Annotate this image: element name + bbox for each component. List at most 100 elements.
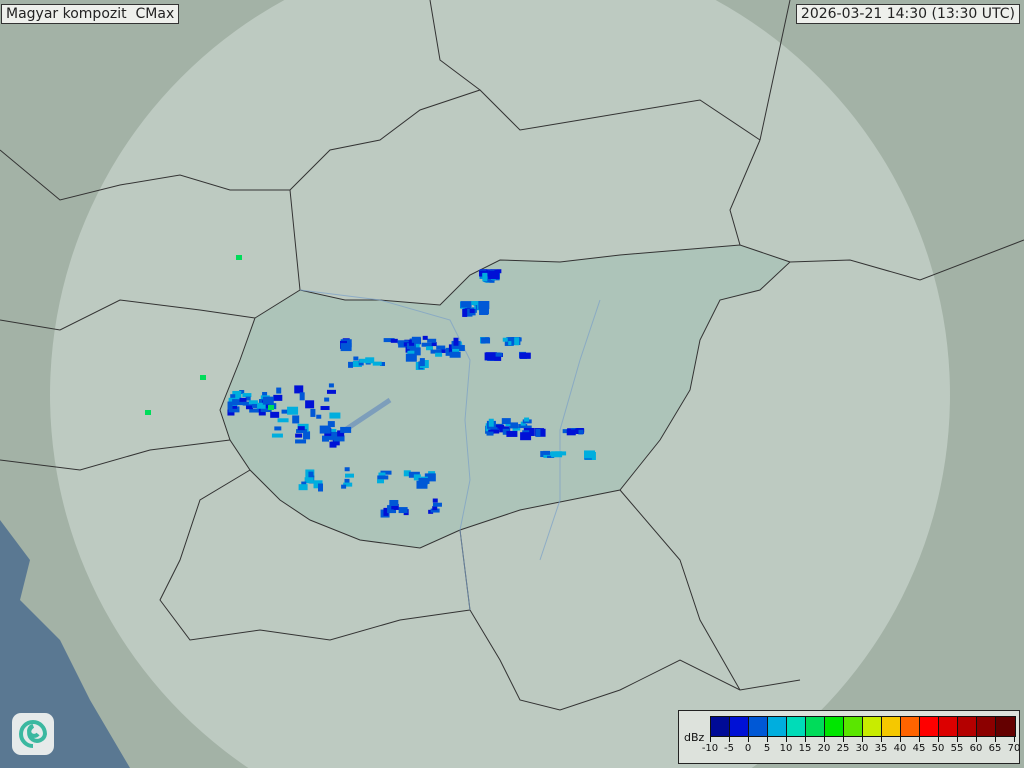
radar-echo-cell (488, 429, 500, 434)
radar-echo-cell (318, 483, 324, 492)
radar-echo-cell (405, 346, 411, 353)
legend-color-cell (806, 717, 825, 736)
legend-color-cell (939, 717, 958, 736)
legend-color-cell (863, 717, 882, 736)
radar-echo-cell (413, 474, 421, 481)
radar-echo-cell (372, 361, 382, 366)
legend-tick-mark (881, 737, 882, 742)
adriatic-sea (0, 520, 130, 768)
legend-tick-mark (805, 737, 806, 742)
radar-echo-cell (344, 473, 354, 478)
radar-echo-cell (436, 345, 446, 350)
radar-echo-cell (383, 507, 389, 516)
radar-echo-cell (341, 484, 347, 489)
timestamp: 2026-03-21 14:30 (13:30 UTC) (795, 4, 1020, 24)
radar-echo-cell (535, 428, 541, 437)
radar-echo-cell (262, 396, 274, 405)
legend-tick-label: -10 (701, 743, 719, 754)
radar-echo-cell (319, 425, 331, 434)
radar-echo-cell (506, 337, 516, 342)
radar-echo-cell (329, 412, 341, 419)
radar-echo-cell (422, 335, 428, 340)
radar-echo-cell (316, 414, 322, 419)
radar-echo-cell (252, 403, 258, 408)
radar-echo-cell (292, 415, 300, 424)
legend-tick-label: 45 (912, 743, 926, 754)
radar-echo-cell (249, 408, 261, 413)
legend-tick-label: 65 (988, 743, 1002, 754)
legend-unit: dBz (684, 731, 705, 744)
radar-echo-cell (344, 478, 350, 483)
product-title: Magyar kompozit CMax (1, 4, 180, 24)
legend-color-cell (711, 717, 730, 736)
radar-echo-cell (520, 432, 532, 441)
radar-echo-cell (310, 408, 316, 417)
radar-echo-cell (352, 360, 362, 367)
radar-echo-cell (296, 429, 308, 434)
radar-echo-cell (482, 273, 488, 282)
radar-echo-cell (232, 399, 244, 406)
radar-echo-cell (276, 387, 282, 394)
radar-echo-cell (377, 475, 389, 480)
radar-echo-cell (200, 375, 206, 380)
radar-echo-cell (327, 421, 335, 428)
radar-echo-cell (353, 356, 359, 361)
radar-echo-cell (245, 405, 253, 410)
legend-tick-label: 50 (931, 743, 945, 754)
radar-echo-cell (230, 402, 238, 409)
legend-color-cell (882, 717, 901, 736)
radar-echo-cell (453, 337, 459, 346)
radar-echo-cell (398, 507, 408, 514)
radar-echo-cell (462, 308, 468, 317)
radar-echo-cell (486, 431, 494, 436)
radar-echo-cell (405, 353, 417, 362)
legend-tick-label: 35 (874, 743, 888, 754)
legend-tick-label: 25 (836, 743, 850, 754)
radar-echo-cell (508, 337, 514, 346)
radar-echo-cell (440, 348, 446, 353)
radar-echo-cell (337, 430, 345, 437)
radar-echo-cell (481, 337, 491, 344)
radar-echo-cell (248, 400, 258, 405)
legend-tick-mark (862, 737, 863, 742)
radar-echo-cell (421, 342, 433, 347)
radar-echo-cell (514, 337, 520, 346)
radar-echo-cell (409, 347, 421, 356)
radar-echo-cell (406, 343, 416, 350)
omsz-logo-icon (12, 713, 54, 755)
radar-echo-cell (304, 477, 314, 484)
legend-tick-mark (995, 737, 996, 742)
radar-echo-cell (326, 389, 336, 394)
legend-color-cell (749, 717, 768, 736)
legend-tick-label: 15 (798, 743, 812, 754)
legend-ticks: -10 -5 0 5 10 15 20 25 30 35 40 45 50 55 60 65 70 (702, 737, 1020, 759)
legend-tick-mark (748, 737, 749, 742)
legend-color-bar (710, 716, 1016, 737)
legend-tick-label: -5 (724, 743, 734, 754)
radar-echo-cell (479, 308, 489, 315)
radar-echo-cell (566, 429, 576, 436)
radar-echo-cell (287, 406, 299, 415)
radar-echo-cell (271, 433, 283, 438)
country-borders (0, 0, 1024, 711)
legend-tick-mark (1014, 737, 1015, 742)
radar-echo-cell (295, 433, 303, 438)
legend-tick-mark (919, 737, 920, 742)
legend-tick-mark (957, 737, 958, 742)
radar-echo-cell (562, 429, 568, 434)
radar-echo-cell (380, 470, 392, 475)
radar-echo-cell (297, 426, 305, 431)
legend-tick-label: 5 (763, 743, 771, 754)
dbz-color-legend: dBz -10 -5 0 5 10 15 20 25 30 35 40 45 50 55 60 65 70 (678, 710, 1020, 764)
radar-echo-cell (488, 418, 494, 427)
radar-echo-cell (359, 358, 369, 363)
radar-echo-cell (340, 343, 352, 352)
radar-echo-cell (469, 308, 475, 313)
radar-echo-cell (435, 352, 443, 357)
legend-tick-label: 20 (817, 743, 831, 754)
radar-echo-cell (145, 410, 151, 415)
radar-echo-cell (551, 451, 563, 458)
legend-tick-label: 40 (893, 743, 907, 754)
radar-echo-cell (348, 361, 354, 368)
